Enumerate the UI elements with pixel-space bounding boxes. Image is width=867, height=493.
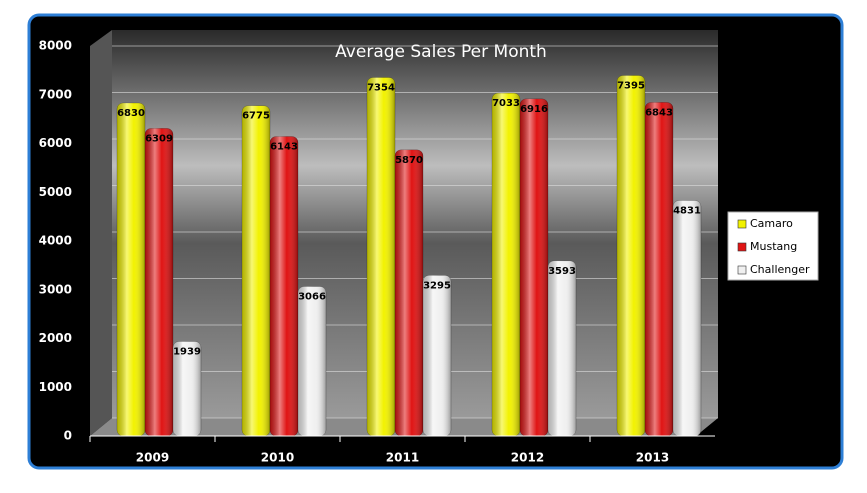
- y-tick-label: 2000: [39, 331, 72, 345]
- value-label: 3593: [548, 266, 576, 277]
- legend-label: Mustang: [750, 240, 797, 253]
- bar-shine: [242, 105, 270, 436]
- value-label: 3066: [298, 292, 326, 303]
- bar-shine: [520, 98, 548, 436]
- y-tick-label: 8000: [39, 39, 72, 53]
- y-tick-label: 6000: [39, 136, 72, 150]
- bar-shine: [117, 103, 145, 436]
- x-tick-label: 2009: [136, 451, 169, 465]
- legend-swatch: [737, 265, 747, 275]
- bar-shine: [423, 275, 451, 436]
- bar-shine: [270, 136, 298, 436]
- bar-shine: [367, 77, 395, 437]
- bar-shine: [617, 75, 645, 437]
- legend-label: Challenger: [750, 263, 810, 276]
- y-tick-label: 1000: [39, 380, 72, 394]
- value-label: 6775: [242, 111, 270, 122]
- y-tick-label: 5000: [39, 185, 72, 199]
- value-label: 6916: [520, 104, 548, 115]
- value-label: 5870: [395, 155, 423, 166]
- value-label: 7395: [617, 80, 645, 91]
- chart-title: Average Sales Per Month: [335, 42, 547, 62]
- value-label: 6830: [117, 108, 145, 119]
- y-tick-label: 3000: [39, 282, 72, 296]
- value-label: 4831: [673, 205, 701, 216]
- legend-swatch: [737, 242, 747, 252]
- bar-shine: [548, 260, 576, 436]
- value-label: 1939: [173, 346, 201, 357]
- x-tick-label: 2012: [511, 451, 544, 465]
- x-tick-label: 2011: [386, 451, 419, 465]
- bar-shine: [173, 341, 201, 436]
- bar-shine: [645, 102, 673, 436]
- bar-shine: [395, 149, 423, 436]
- x-tick-label: 2013: [636, 451, 669, 465]
- side-wall: [90, 30, 112, 436]
- y-tick-label: 4000: [39, 234, 72, 248]
- value-label: 3295: [423, 280, 451, 291]
- x-tick-label: 2010: [261, 451, 294, 465]
- y-tick-label: 7000: [39, 87, 72, 101]
- value-label: 7354: [367, 82, 395, 93]
- bar-shine: [145, 128, 173, 436]
- bar-shine: [298, 286, 326, 436]
- legend-label: Camaro: [750, 217, 793, 230]
- bar-shine: [492, 93, 520, 437]
- value-label: 7033: [492, 98, 520, 109]
- value-label: 6309: [145, 133, 173, 144]
- bar-shine: [673, 200, 701, 436]
- value-label: 6143: [270, 142, 298, 153]
- legend-swatch: [737, 219, 747, 229]
- value-label: 6843: [645, 107, 673, 118]
- y-tick-label: 0: [64, 429, 72, 443]
